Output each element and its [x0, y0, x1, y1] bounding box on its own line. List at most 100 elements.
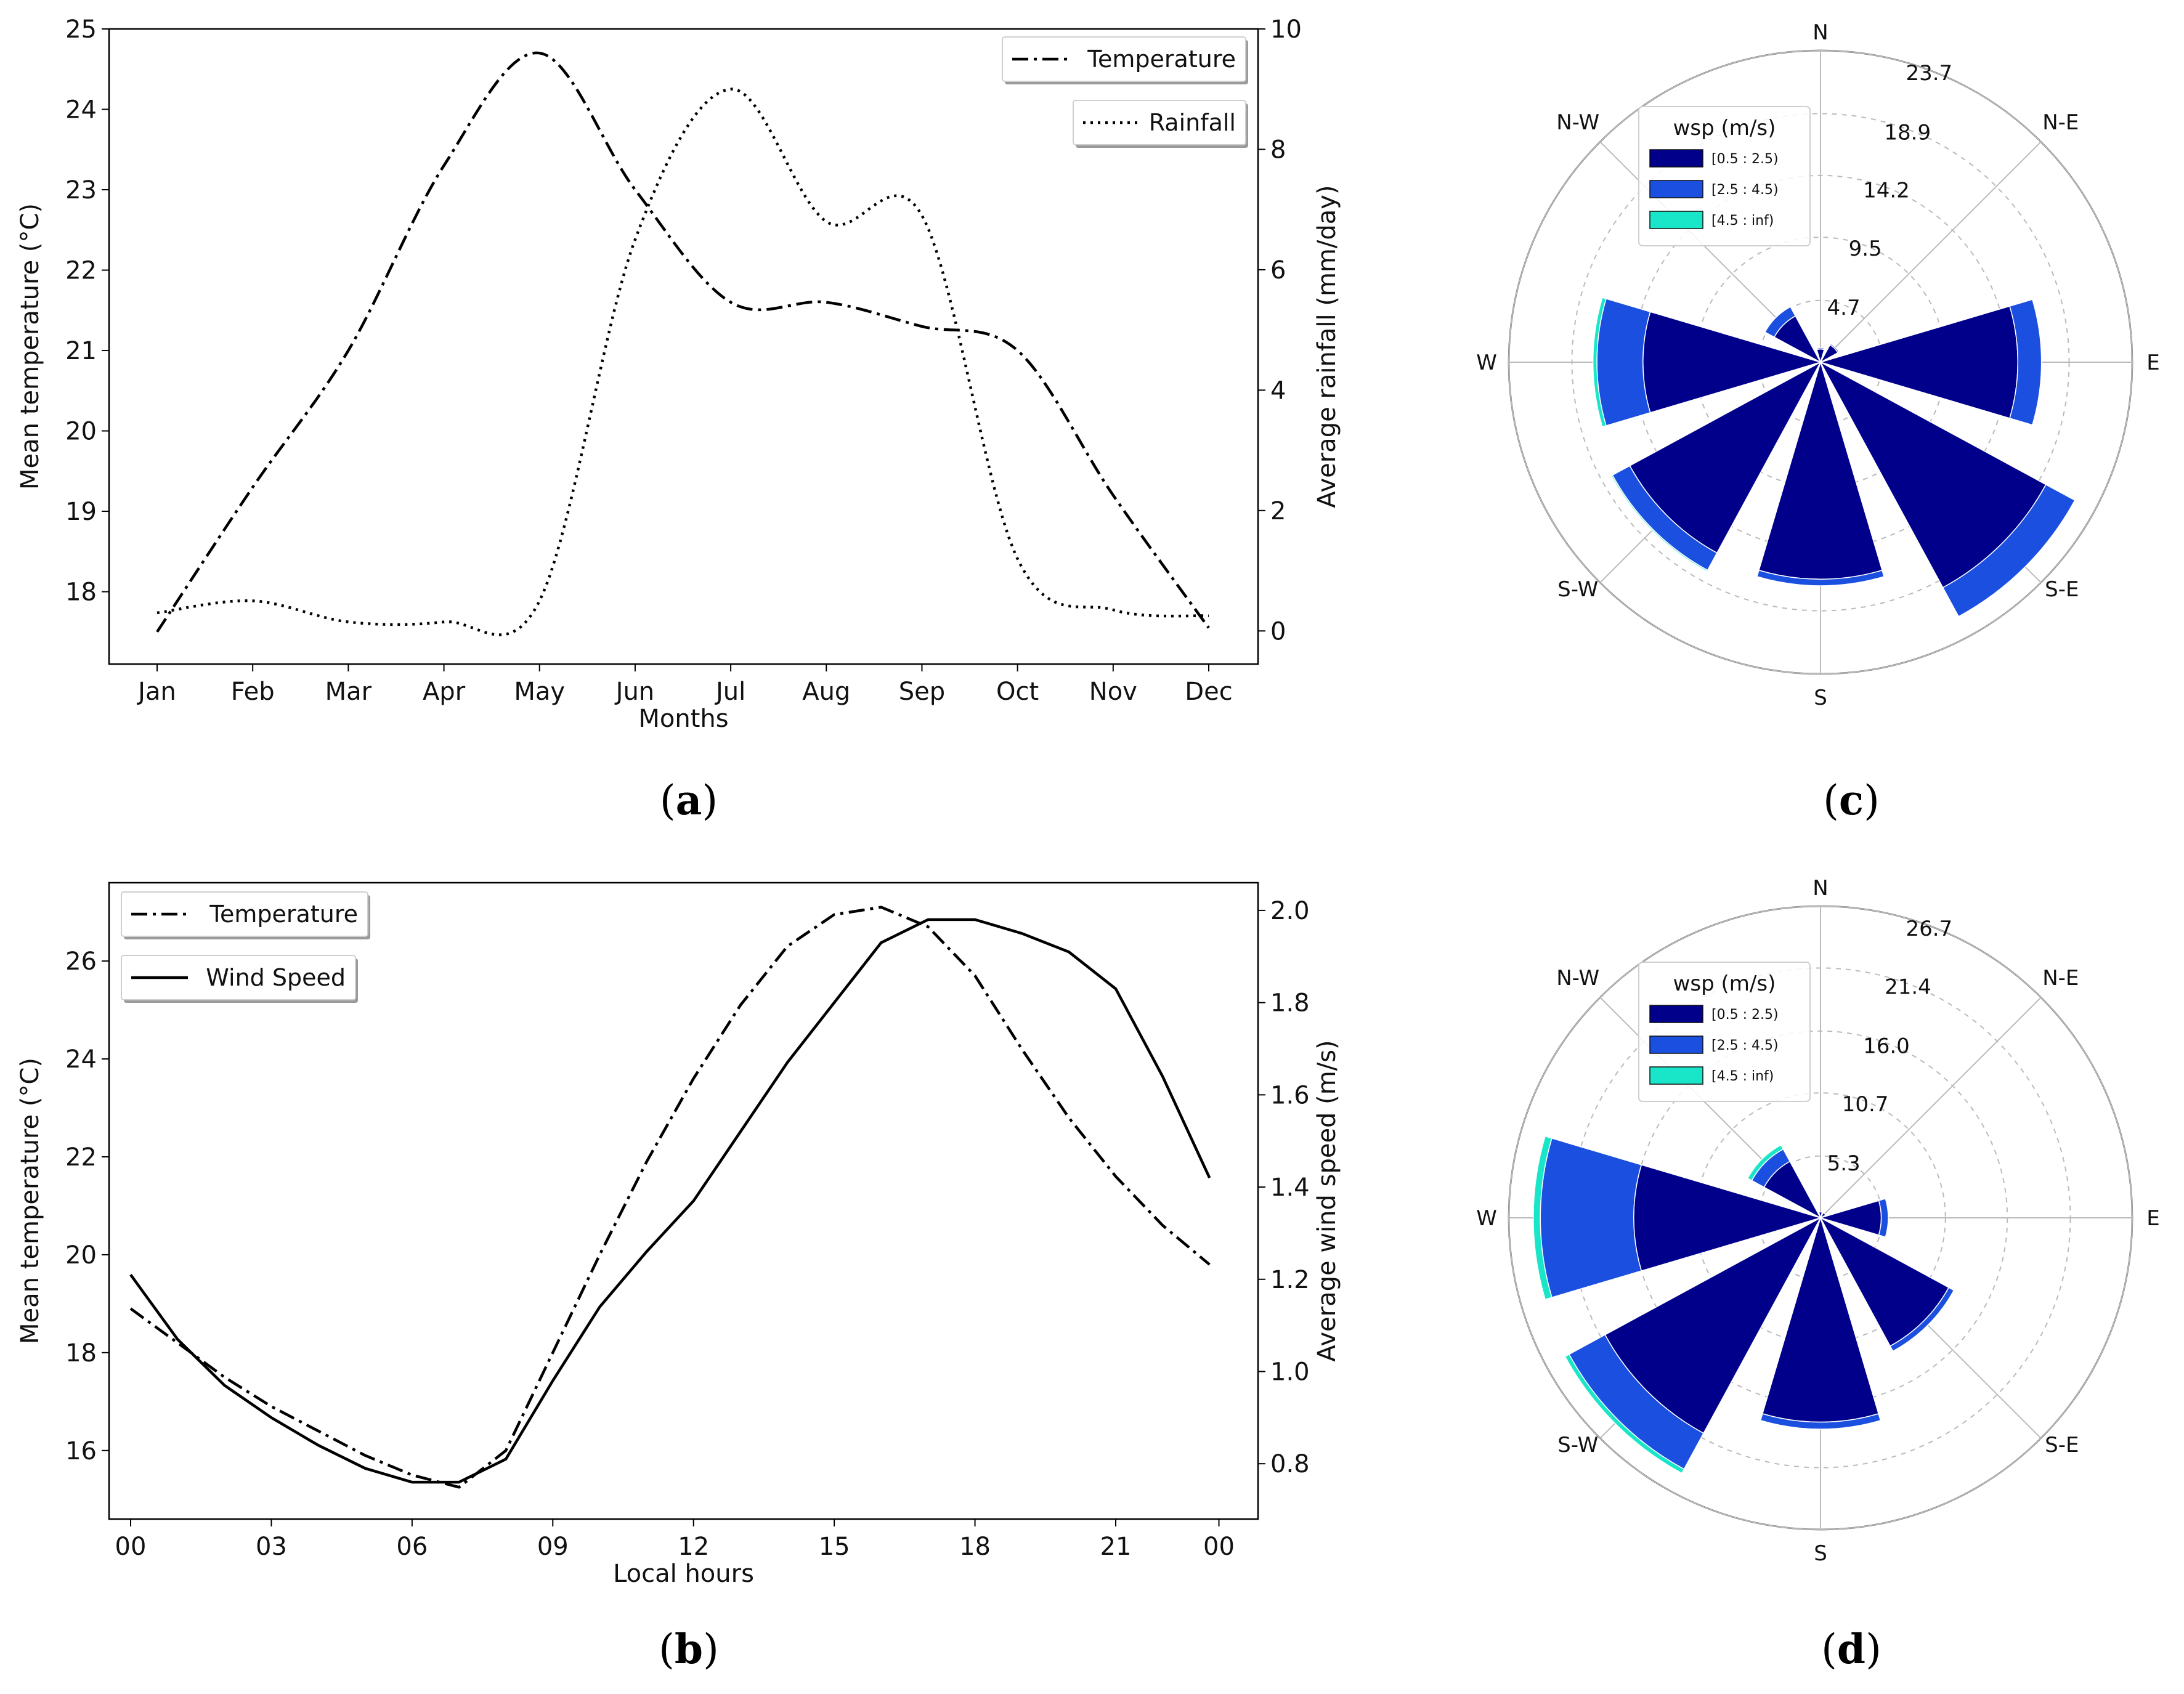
series-line-rainfall	[156, 87, 1209, 636]
rose-legend-swatch	[1649, 180, 1703, 198]
x-axis-label: Local hours	[613, 1560, 754, 1588]
rose-ring	[1508, 906, 2133, 1530]
y-tick-label: 26	[65, 947, 97, 976]
y-tick-label: 25	[65, 15, 97, 44]
y2-tick-label: 2	[1270, 497, 1286, 525]
y-tick-label: 19	[65, 498, 97, 526]
rose-petal-s-w-bin3	[1564, 1353, 1685, 1474]
rose-petal-n-w-bin2	[1764, 306, 1796, 338]
x-tick-label: Jul	[714, 678, 745, 706]
chart-b: 00 03 06 09 12 15 18 21 00 16 18 20 22 24 26 0.8 1.0 1.2 1…	[16, 881, 1341, 1588]
legend-label: Temperature	[1087, 46, 1236, 73]
rose-ring-label: 10.7	[1842, 1092, 1889, 1117]
y2-tick-label: 0	[1270, 617, 1286, 646]
rose-petal-n-e-bin2	[1829, 342, 1840, 354]
rose-legend-swatch	[1649, 1035, 1703, 1054]
rose-direction-label: S-W	[1557, 577, 1598, 602]
rose-petal-w-bin3	[1533, 1135, 1553, 1300]
rose-petal-n-e-bin1	[1819, 1212, 1827, 1219]
rose-direction-label: E	[2146, 351, 2159, 375]
series-line-temperature	[156, 51, 1210, 633]
rose-ring-label: 4.7	[1827, 296, 1861, 320]
y2-tick-label: 0.8	[1270, 1450, 1310, 1478]
x-tick-label: Dec	[1185, 678, 1232, 706]
y-tick-label: 21	[65, 337, 97, 365]
x-tick-label: 09	[537, 1533, 569, 1561]
x-tick-label: Jun	[614, 678, 655, 706]
rose-direction-label: S	[1814, 1541, 1827, 1566]
rose-ring-label: 9.5	[1849, 237, 1882, 261]
series-line-wind-speed	[129, 918, 1211, 1484]
rose-direction-label: N-W	[1556, 110, 1599, 135]
y2-tick-label: 1.4	[1270, 1173, 1310, 1202]
rose-legend-label: [4.5 : inf)	[1711, 213, 1774, 229]
series-line-temperature	[129, 906, 1211, 1489]
x-tick-label: 03	[256, 1533, 287, 1561]
rose-ring-label: 23.7	[1906, 61, 1952, 86]
rose-ring-label: 21.4	[1885, 975, 1931, 999]
y2-tick-label: 1.6	[1270, 1081, 1310, 1109]
legend-box	[121, 891, 368, 937]
legend-label: Wind Speed	[206, 964, 346, 991]
rose-direction-label: N-E	[2042, 110, 2079, 135]
legend-box	[121, 955, 356, 1000]
y-tick-label: 20	[65, 1241, 97, 1270]
rose-petal-e-bin2	[2009, 299, 2042, 426]
y-axis-label: Mean temperature (°C)	[16, 1058, 44, 1344]
y2-tick-label: 2.0	[1270, 897, 1310, 925]
y-tick-label: 18	[65, 578, 97, 607]
windrose-d: 5.3 10.7 16.0 21.4 26.7 N N-E E S-E S S-W W N-W wsp (…	[1476, 876, 2160, 1566]
rose-direction-label: N	[1813, 20, 1828, 45]
y-tick-label: 22	[65, 1143, 97, 1172]
rose-ring	[1571, 113, 2070, 612]
rose-petal-s-e-bin2	[1942, 484, 2076, 617]
x-tick-label: 21	[1100, 1533, 1132, 1561]
rose-direction-label: W	[1476, 1206, 1497, 1231]
x-tick-label: May	[514, 678, 565, 706]
y2-tick-label: 6	[1270, 256, 1286, 285]
rose-ring-label: 14.2	[1863, 179, 1910, 203]
y2-tick-label: 1.2	[1270, 1266, 1310, 1294]
rose-petal-e-bin2	[1878, 1198, 1889, 1238]
rose-legend-swatch	[1649, 149, 1703, 168]
rose-direction-label: S	[1814, 686, 1827, 710]
x-tick-label: Jan	[136, 678, 176, 706]
legend-box	[1002, 36, 1246, 82]
rose-legend-label: [2.5 : 4.5)	[1711, 1038, 1779, 1053]
windrose-c: 4.7 9.5 14.2 18.9 23.7 N N-E E S-E S S-W W N-W wsp (m…	[1476, 20, 2160, 710]
rose-direction-label: S-E	[2045, 577, 2079, 602]
rose-ring	[1695, 1092, 1946, 1343]
rose-ring	[1508, 50, 2133, 675]
x-tick-label: Oct	[996, 678, 1039, 706]
rose-petal-s-w-bin3	[1610, 474, 1708, 572]
rose-petal-n-bin1	[1818, 1211, 1823, 1220]
x-tick-label: Aug	[802, 678, 850, 706]
x-tick-label: 00	[1203, 1533, 1235, 1561]
rose-spoke	[1820, 141, 2042, 363]
y-tick-label: 23	[65, 176, 97, 205]
x-tick-label: 12	[678, 1533, 709, 1561]
y-tick-label: 18	[65, 1339, 97, 1368]
rose-legend-label: [2.5 : 4.5)	[1711, 182, 1779, 198]
panel-label-a: (a)	[660, 776, 718, 824]
panel-label-b: (b)	[659, 1625, 719, 1673]
legend-label: Rainfall	[1149, 109, 1236, 136]
y2-axis-label: Average rainfall (mm/day)	[1313, 185, 1341, 508]
rose-legend-title: wsp (m/s)	[1673, 116, 1776, 140]
rose-petal-s-e-bin2	[1890, 1287, 1955, 1352]
rose-legend-label: [4.5 : inf)	[1711, 1069, 1774, 1084]
y-tick-label: 16	[65, 1437, 97, 1465]
y-tick-label: 20	[65, 418, 97, 446]
rose-petal-n-bin2	[1816, 347, 1825, 351]
rose-ring	[1633, 1030, 2008, 1406]
y2-tick-label: 1.8	[1270, 989, 1310, 1018]
x-tick-label: Sep	[899, 678, 945, 706]
rose-petal-s-bin2	[1756, 569, 1885, 586]
y2-tick-label: 8	[1270, 136, 1286, 164]
rose-direction-label: S-E	[2045, 1433, 2079, 1457]
x-tick-label: 18	[959, 1533, 991, 1561]
chart-a: Jan Feb Mar Apr May Jun Jul Aug Sep Oct Nov Dec 18 19…	[16, 15, 1341, 733]
panel-label-c: (c)	[1823, 776, 1880, 824]
rose-petal-n-w-bin3	[1747, 1144, 1784, 1181]
rose-direction-label: S-W	[1557, 1433, 1598, 1457]
